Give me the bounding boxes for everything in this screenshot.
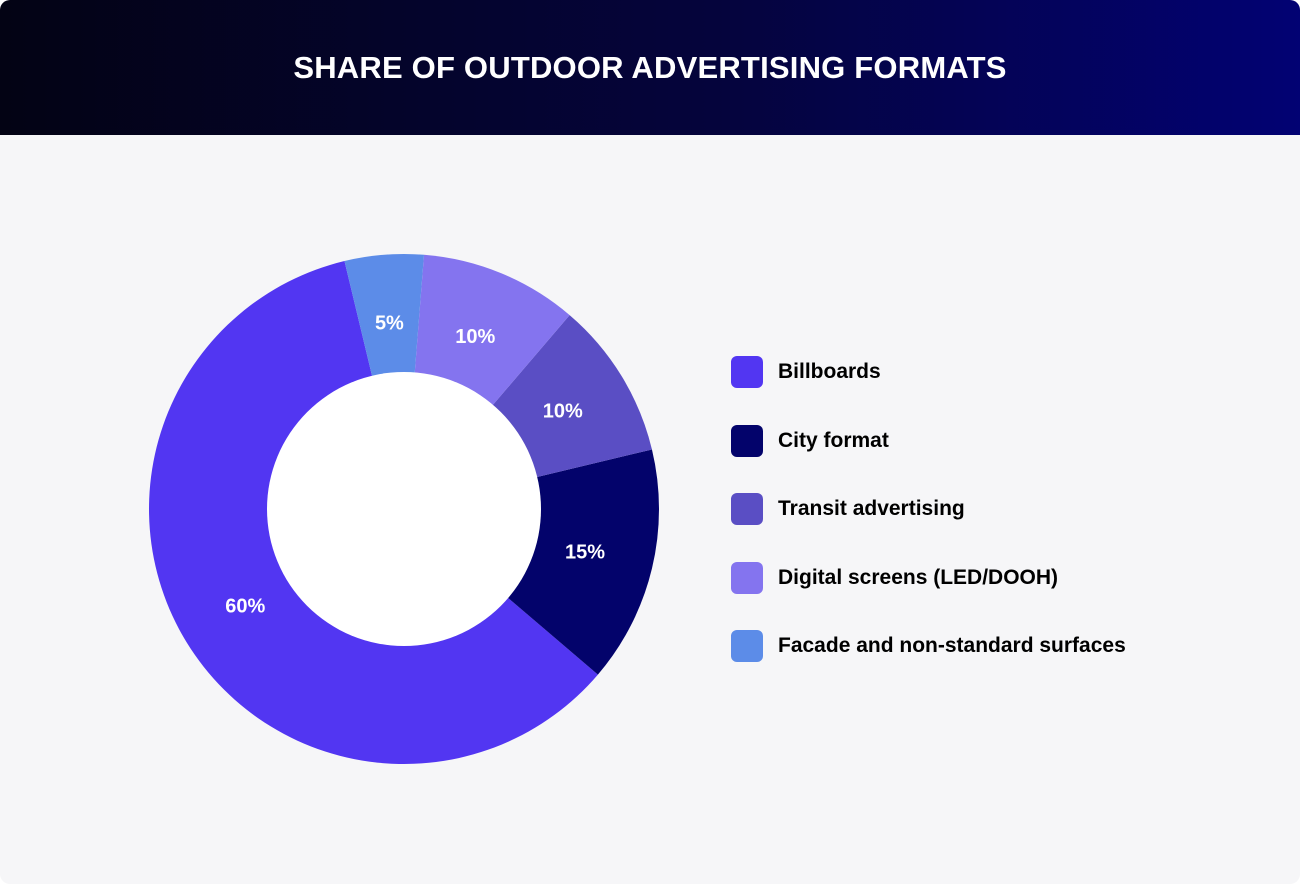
legend-item: Facade and non-standard surfaces: [731, 630, 1231, 663]
legend-swatch: [731, 424, 763, 457]
legend-swatch: [731, 561, 763, 594]
legend-label: Digital screens (LED/DOOH): [778, 565, 1059, 589]
slice-value-label-2: 10%: [543, 401, 583, 423]
slice-value-label-0: 60%: [225, 595, 265, 617]
legend-item: Digital screens (LED/DOOH): [731, 561, 1231, 594]
slice-value-label-1: 15%: [565, 541, 605, 563]
chart-title: SHARE OF OUTDOOR ADVERTISING FORMATS: [293, 49, 1007, 85]
legend-swatch: [731, 630, 763, 663]
legend-item: Billboards: [731, 356, 1231, 388]
chart-header: SHARE OF OUTDOOR ADVERTISING FORMATS: [0, 0, 1300, 135]
legend-label: City format: [778, 428, 889, 452]
legend-item: Transit advertising: [731, 493, 1231, 526]
legend-label: Billboards: [778, 360, 881, 383]
legend-swatch: [731, 356, 763, 388]
donut-hole: [267, 372, 541, 646]
legend-item: City format: [731, 424, 1231, 457]
legend-swatch: [731, 493, 763, 526]
slice-value-label-3: 10%: [455, 326, 495, 348]
legend-label: Transit advertising: [778, 497, 965, 521]
slice-value-label-4: 5%: [375, 312, 404, 334]
chart-legend: Billboards City format Transit advertising…: [731, 356, 1231, 699]
legend-label: Facade and non-standard surfaces: [778, 634, 1126, 658]
